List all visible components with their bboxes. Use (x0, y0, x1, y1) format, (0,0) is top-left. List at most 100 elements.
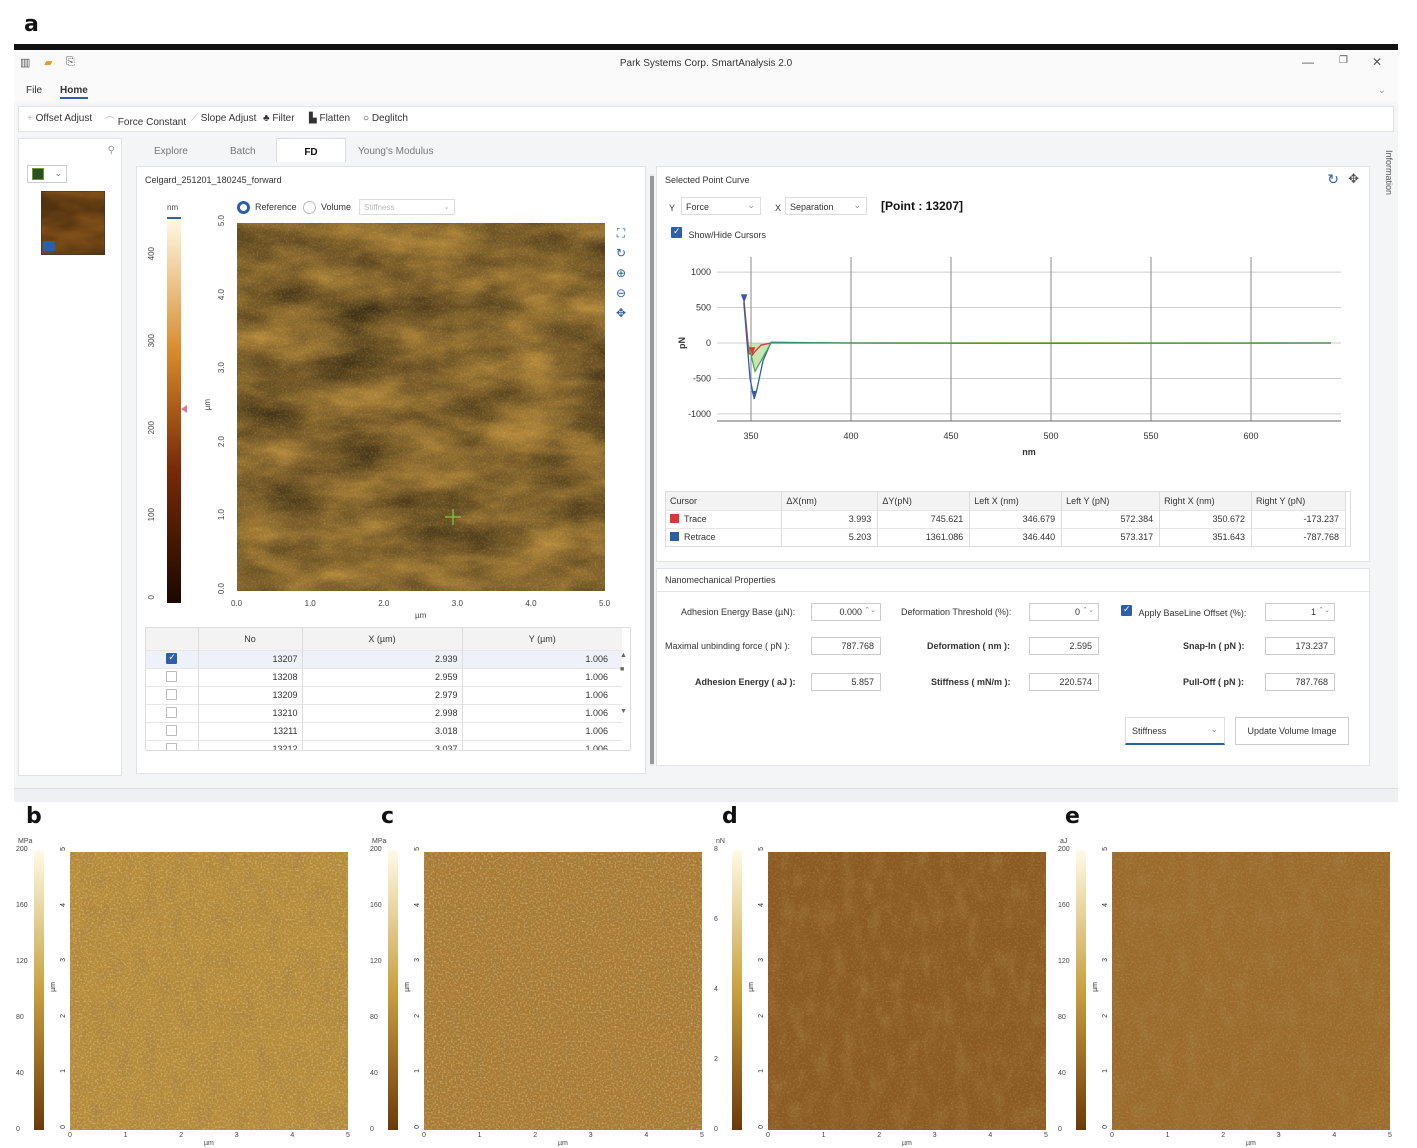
map-y-tick: 0 (758, 1125, 765, 1129)
row-checkbox[interactable] (146, 686, 199, 704)
fit-view-icon[interactable]: ✥ (615, 306, 627, 320)
cursor-marker[interactable] (751, 390, 758, 399)
cursor-ry: -173.237 (1251, 510, 1346, 528)
point-row[interactable]: 13211 3.018 1.006 (146, 722, 622, 740)
stiffness-value: 220.574 (1029, 673, 1099, 691)
image-y-tick: 2.0 (217, 435, 226, 447)
cursor-rx: 351.643 (1159, 528, 1253, 546)
tab-batch[interactable]: Batch (230, 146, 256, 157)
map-y-tick: 0 (60, 1125, 67, 1129)
auto-scale-icon[interactable]: ⛶ (616, 226, 626, 240)
adhesion-base-spinner[interactable]: 0.000 ⌃⌄ (811, 603, 881, 621)
splitter[interactable] (650, 174, 654, 766)
map-x-tick: 3 (588, 1132, 593, 1139)
reset-icon[interactable]: ↻ (615, 246, 627, 260)
tab-explore[interactable]: Explore (154, 146, 188, 157)
point-row[interactable]: 13208 2.959 1.006 (146, 668, 622, 686)
y-channel-select[interactable]: Force ⌄ (681, 197, 761, 215)
cursor-name: Trace (684, 514, 707, 524)
snapin-label: Snap-In ( pN ): (1183, 641, 1245, 651)
point-row[interactable]: 13212 3.037 1.006 (146, 740, 622, 750)
map-x-tick: 1 (477, 1132, 482, 1139)
show-cursors-checkbox[interactable]: Show/Hide Cursors (671, 226, 766, 240)
row-checkbox[interactable] (146, 740, 199, 750)
checkbox-icon (166, 652, 178, 664)
tab-youngs-modulus[interactable]: Young's Modulus (358, 146, 434, 157)
point-row[interactable]: 13209 2.979 1.006 (146, 686, 622, 704)
map-y-tick: 3 (758, 958, 765, 963)
reference-label: Reference (255, 202, 297, 212)
baseline-offset-spinner[interactable]: 1 ⌃⌄ (1265, 603, 1335, 621)
property-map-image (70, 852, 348, 1130)
point-y: 1.006 (585, 672, 608, 682)
filter-button[interactable]: ♣ Filter (263, 113, 295, 124)
cursor-table-header: Cursor ΔX(nm) ΔY(pN) Left X (nm) Left Y (pN)… (666, 492, 1346, 510)
deglitch-button[interactable]: ○ Deglitch (363, 113, 408, 124)
property-map-image (1112, 852, 1390, 1130)
flatten-button[interactable]: ▙ Flatten (309, 113, 350, 124)
tab-fd[interactable]: FD (276, 138, 346, 162)
zoom-in-icon[interactable]: ⊕ (615, 266, 627, 280)
row-checkbox[interactable] (146, 650, 199, 668)
image-x-tick: 5.0 (599, 599, 611, 608)
row-checkbox[interactable] (146, 668, 199, 686)
view-mode-select[interactable]: ⌄ (27, 165, 67, 183)
force-constant-button[interactable]: ⌒ Force Constant (105, 113, 186, 128)
map-x-tick: 4 (1332, 1132, 1337, 1139)
title-bar: ▥ ▰ ⎘ Park Systems Corp. SmartAnalysis 2… (14, 50, 1398, 80)
close-icon[interactable]: ✕ (1371, 55, 1382, 69)
checkbox-icon (166, 688, 178, 700)
cursor-marker[interactable] (749, 347, 756, 356)
menu-home[interactable]: Home (60, 85, 88, 99)
chevron-down-icon: ⌄ (54, 168, 62, 178)
x-channel-select[interactable]: Separation ⌄ (785, 197, 867, 215)
cursor-col-header: Right Y (pN) (1251, 492, 1346, 510)
menu-file[interactable]: File (26, 85, 43, 96)
topography-image[interactable] (237, 223, 605, 591)
restore-icon[interactable]: ❐ (1339, 55, 1348, 66)
series-line (743, 300, 1331, 357)
cursor-marker[interactable] (740, 294, 747, 303)
table-scrollbar[interactable]: ▲ ■ ▼ (620, 652, 627, 715)
row-checkbox[interactable] (146, 722, 199, 740)
colorbar-unit: nm (167, 203, 179, 212)
slope-adjust-button[interactable]: ⟋ Slope Adjust (191, 113, 256, 124)
ribbon-collapse-icon[interactable]: ⌄ (1377, 85, 1386, 96)
apply-baseline-checkbox[interactable]: Apply BaseLine Offset (%): (1121, 604, 1246, 618)
map-colorbar (732, 850, 742, 1130)
flatten-label: Flatten (319, 113, 351, 124)
fit-curve-icon[interactable]: ✥ (1348, 171, 1359, 186)
point-row[interactable]: 13210 2.998 1.006 (146, 704, 622, 722)
y-axis-label: Y (669, 203, 676, 213)
minimize-icon[interactable]: — (1302, 55, 1314, 69)
adhesion-base-value: 0.000 (839, 607, 862, 617)
information-side-tab[interactable]: Information (1384, 150, 1394, 196)
export-icon[interactable]: ⎘ (66, 56, 75, 68)
map-colorbar-tick: 2 (714, 1056, 718, 1063)
map-colorbar-tick: 0 (714, 1126, 718, 1133)
map-x-tick: 0 (1110, 1132, 1114, 1139)
map-colorbar-tick: 200 (1058, 846, 1070, 853)
deformation-threshold-spinner[interactable]: 0 ⌃⌄ (1029, 603, 1099, 621)
image-thumbnail[interactable] (41, 191, 105, 255)
force-distance-chart[interactable]: 1000 500 0 -500 -1000 350 400 450 500 550 600 nm pN (657, 247, 1371, 469)
map-y-tick: 1 (60, 1069, 67, 1074)
col-x: X (µm) (302, 628, 463, 650)
map-colorbar-tick: 160 (370, 902, 382, 909)
row-checkbox[interactable] (146, 704, 199, 722)
map-y-unit: µm (404, 982, 411, 992)
map-colorbar-tick: 80 (370, 1014, 378, 1021)
volume-image-select[interactable]: Stiffness ⌄ (1125, 717, 1225, 745)
x-tick-label: 450 (943, 431, 958, 441)
update-volume-image-button[interactable]: Update Volume Image (1235, 717, 1349, 745)
offset-adjust-button[interactable]: + Offset Adjust (27, 113, 92, 124)
volume-channel-select[interactable]: Stiffness ⌄ (359, 199, 455, 215)
image-y-tick: 1.0 (217, 509, 226, 521)
pin-icon[interactable]: ⚲ (107, 145, 115, 156)
refresh-icon[interactable]: ↻ (1327, 171, 1339, 187)
x-channel-value: Separation (790, 202, 834, 212)
zoom-out-icon[interactable]: ⊖ (615, 286, 627, 300)
map-x-tick: 5 (700, 1132, 704, 1139)
open-folder-icon[interactable]: ▰ (44, 57, 53, 69)
